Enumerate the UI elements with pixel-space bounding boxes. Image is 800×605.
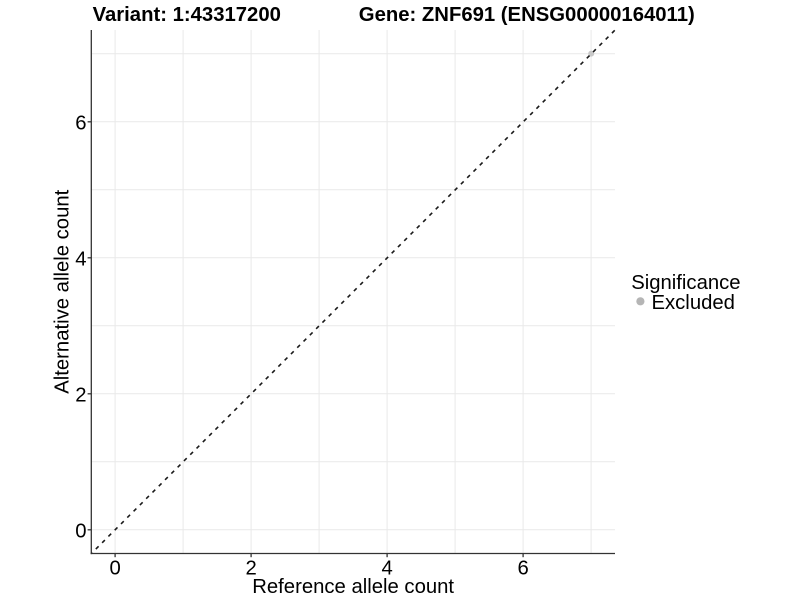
svg-text:2: 2: [245, 558, 256, 580]
svg-text:Alternative allele count: Alternative allele count: [51, 189, 73, 393]
svg-text:Variant: 1:43317200: Variant: 1:43317200: [93, 4, 281, 26]
svg-text:Reference allele count: Reference allele count: [252, 576, 454, 598]
svg-text:Significance: Significance: [631, 272, 740, 294]
svg-text:2: 2: [75, 384, 86, 406]
svg-text:0: 0: [109, 558, 120, 580]
svg-text:4: 4: [381, 558, 392, 580]
svg-text:6: 6: [75, 112, 86, 134]
svg-text:Gene: ZNF691 (ENSG00000164011): Gene: ZNF691 (ENSG00000164011): [359, 4, 695, 26]
svg-text:4: 4: [75, 248, 86, 270]
svg-text:Excluded: Excluded: [652, 292, 735, 314]
svg-text:0: 0: [75, 520, 86, 542]
svg-text:6: 6: [517, 558, 528, 580]
